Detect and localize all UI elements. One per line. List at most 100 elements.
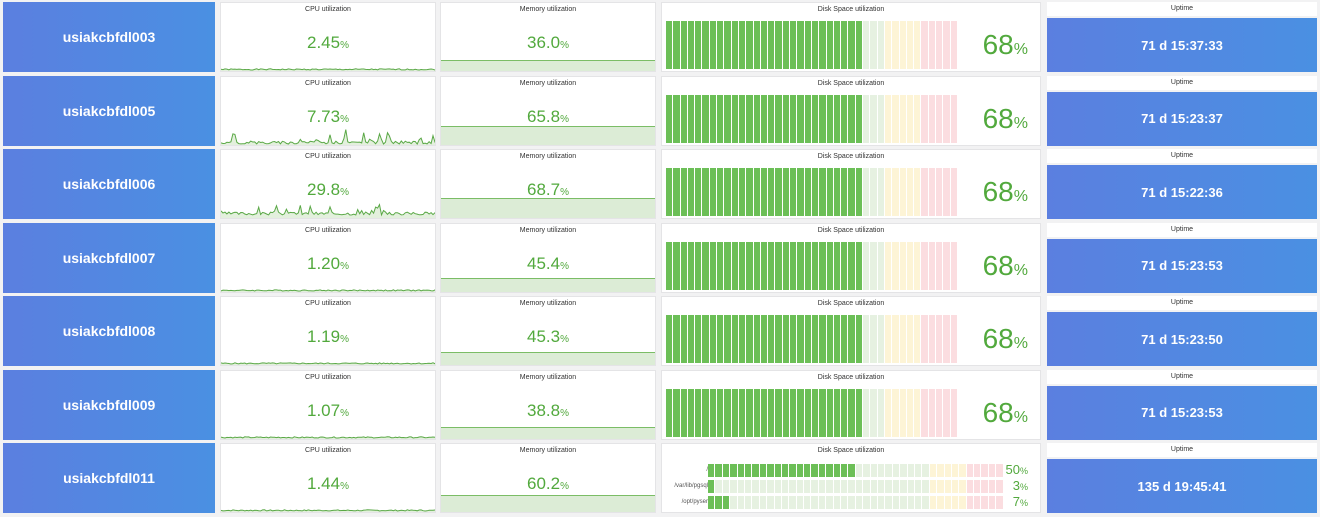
cpu-panel[interactable]: CPU utilization 7.73% [220, 75, 436, 146]
disk-mount-label: / [668, 467, 708, 473]
disk-gauge-segment [680, 315, 687, 363]
uptime-tile[interactable]: 71 d 15:23:37 [1047, 91, 1317, 146]
memory-value-number: 65.8 [527, 106, 561, 126]
disk-gauge-segment [695, 315, 702, 363]
disk-gauge-segment [746, 241, 753, 290]
disk-value-number: 68 [982, 176, 1014, 207]
cpu-panel[interactable]: CPU utilization 1.19% [220, 296, 436, 366]
disk-gauge-segment [789, 496, 796, 509]
host-tile[interactable]: usiakcbfdl011 [3, 443, 215, 513]
uptime-tile[interactable]: 71 d 15:23:53 [1047, 385, 1317, 440]
disk-panel[interactable]: Disk Space utilization 68% [661, 149, 1041, 219]
memory-panel[interactable]: Memory utilization 36.0% [440, 2, 656, 72]
disk-gauge-segment [746, 94, 753, 143]
disk-gauge-segment [695, 241, 702, 290]
disk-gauge-segment [717, 315, 724, 363]
memory-fill [441, 278, 655, 292]
disk-gauge-segment [796, 464, 804, 477]
disk-gauge-segment [760, 241, 768, 290]
memory-panel-title: Memory utilization [519, 300, 577, 307]
host-tile[interactable]: usiakcbfdl006 [3, 149, 215, 219]
memory-panel[interactable]: Memory utilization 60.2% [440, 443, 656, 513]
disk-gauge-segment [702, 168, 709, 216]
memory-value: 65.8% [441, 107, 655, 127]
memory-panel[interactable]: Memory utilization 68.7% [440, 149, 656, 219]
disk-gauge-segment [775, 94, 782, 143]
host-tile[interactable]: usiakcbfdl005 [3, 75, 215, 146]
host-tile[interactable]: usiakcbfdl009 [3, 369, 215, 440]
disk-gauge-segment [848, 315, 855, 363]
disk-gauge-segment [717, 168, 724, 216]
cpu-panel[interactable]: CPU utilization 2.45% [220, 2, 436, 72]
disk-gauge-segment [819, 168, 826, 216]
uptime-tile[interactable]: 71 d 15:23:50 [1047, 312, 1317, 366]
disk-gauge-segment [666, 168, 673, 216]
uptime-tile[interactable]: 71 d 15:23:53 [1047, 238, 1317, 293]
disk-panel[interactable]: Disk Space utilization / 50% /var/lib/pgsql… [661, 443, 1041, 513]
cpu-panel[interactable]: CPU utilization 1.07% [220, 369, 436, 440]
uptime-tile[interactable]: 71 d 15:22:36 [1047, 165, 1317, 219]
host-name: usiakcbfdl006 [62, 176, 156, 192]
cpu-sparkline-line [221, 509, 435, 512]
disk-gauge-segment [841, 464, 848, 477]
disk-gauge-segment [944, 480, 951, 493]
cpu-panel[interactable]: CPU utilization 1.20% [220, 222, 436, 293]
disk-panel[interactable]: Disk Space utilization 68% [661, 222, 1041, 293]
disk-panel[interactable]: Disk Space utilization 68% [661, 75, 1041, 146]
disk-gauge-segment [797, 241, 804, 290]
disk-gauge-segment [914, 21, 921, 69]
disk-gauge-segment [877, 388, 884, 437]
cpu-panel[interactable]: CPU utilization 1.44% [220, 443, 436, 513]
disk-gauge-segment [892, 388, 899, 437]
cpu-panel-title: CPU utilization [305, 6, 351, 13]
memory-panel[interactable]: Memory utilization 38.8% [440, 369, 656, 440]
disk-gauge-segment [737, 496, 744, 509]
disk-gauge-segment [673, 241, 680, 290]
disk-gauge-segment [937, 496, 944, 509]
disk-gauge-segment [900, 480, 907, 493]
cpu-value: 1.44% [221, 474, 435, 494]
disk-gauge-segment [928, 388, 935, 437]
memory-panel-title: Memory utilization [519, 373, 577, 381]
disk-gauge-segment [826, 94, 833, 143]
disk-gauge-segment [811, 388, 819, 437]
disk-panel[interactable]: Disk Space utilization 68% [661, 369, 1041, 440]
disk-gauge-segment [790, 241, 797, 290]
disk-gauge-segment [708, 480, 715, 493]
memory-fill [441, 351, 655, 365]
disk-gauge-segment [877, 94, 884, 143]
cpu-value-number: 2.45 [307, 33, 341, 52]
disk-gauge-segment [826, 496, 833, 509]
cpu-value: 1.07% [221, 401, 435, 421]
disk-gauge-segment [899, 241, 906, 290]
disk-gauge-segment [826, 388, 833, 437]
disk-gauge-segment [774, 480, 781, 493]
disk-gauge-segment [841, 241, 848, 290]
disk-gauge-segment [818, 464, 826, 477]
host-tile[interactable]: usiakcbfdl003 [3, 2, 215, 72]
disk-gauge-segment [944, 496, 951, 509]
disk-gauge [666, 21, 957, 69]
host-tile[interactable]: usiakcbfdl007 [3, 222, 215, 293]
disk-mount-label: /opt/pyser [681, 499, 708, 505]
disk-gauge-segment [797, 315, 804, 363]
disk-panel[interactable]: Disk Space utilization 68% [661, 296, 1041, 366]
memory-panel[interactable]: Memory utilization 45.4% [440, 222, 656, 293]
disk-panel[interactable]: Disk Space utilization 68% [661, 2, 1041, 72]
disk-gauge [708, 464, 1003, 477]
disk-panel-title: Disk Space utilization [817, 300, 885, 307]
uptime-panel-title: Uptime [1047, 75, 1317, 90]
disk-gauge-segment [921, 94, 928, 143]
uptime-tile[interactable]: 135 d 19:45:41 [1047, 459, 1317, 513]
cpu-sparkline-line [221, 288, 435, 292]
disk-gauge-segment [966, 480, 974, 493]
disk-gauge-segment [870, 464, 877, 477]
memory-panel[interactable]: Memory utilization 45.3% [440, 296, 656, 366]
uptime-tile[interactable]: 71 d 15:37:33 [1047, 18, 1317, 72]
disk-mount-value: 7% [1013, 494, 1028, 509]
memory-panel[interactable]: Memory utilization 65.8% [440, 75, 656, 146]
disk-mount-value-unit: % [1019, 482, 1028, 492]
host-tile[interactable]: usiakcbfdl008 [3, 296, 215, 366]
cpu-panel[interactable]: CPU utilization 29.8% [220, 149, 436, 219]
